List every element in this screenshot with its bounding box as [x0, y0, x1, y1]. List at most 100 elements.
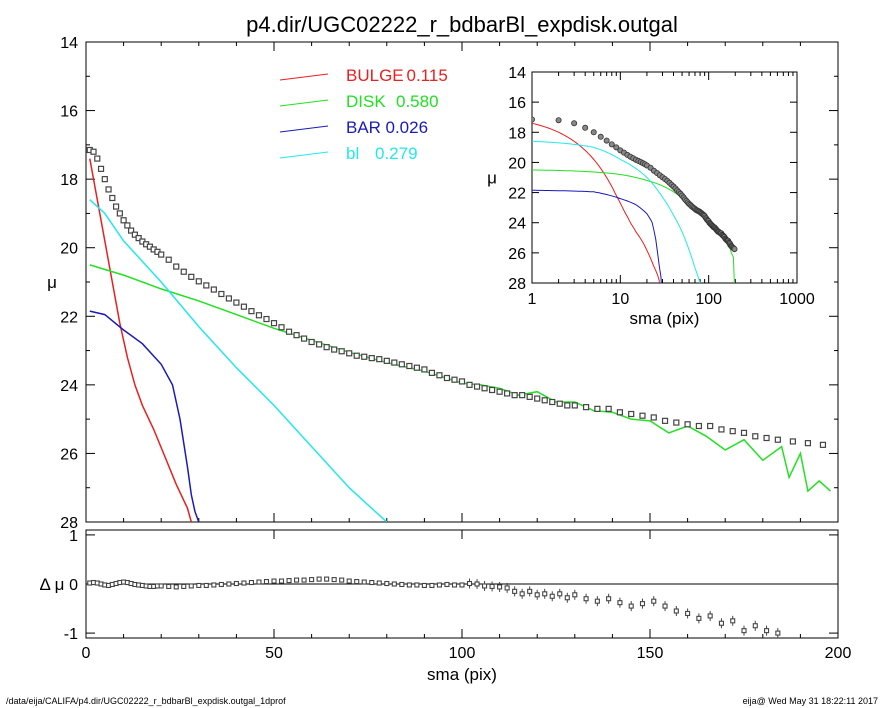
residual-point	[557, 591, 563, 597]
data-point	[293, 332, 300, 339]
inset-series-line-bl	[532, 140, 701, 283]
data-point	[549, 398, 556, 406]
y-tick-label: 28	[508, 276, 526, 293]
data-point	[116, 210, 123, 217]
data-point	[120, 217, 127, 224]
y-tick-label: 22	[60, 309, 78, 326]
inset-background	[472, 62, 817, 333]
data-point	[481, 385, 488, 392]
residual-point	[451, 582, 458, 588]
data-point	[511, 392, 518, 399]
data-point	[628, 410, 635, 418]
residual-point	[354, 578, 360, 585]
residual-point	[444, 581, 450, 588]
data-point	[346, 350, 353, 357]
residual-point	[324, 576, 330, 582]
data-point	[270, 320, 278, 327]
inset-data-point	[555, 117, 562, 124]
residual-point	[542, 591, 548, 597]
x-axis-label: sma (pix)	[427, 665, 497, 684]
residual-point	[429, 582, 435, 589]
data-point	[496, 388, 503, 395]
x-tick-label: 10	[611, 291, 629, 308]
residual-point	[421, 582, 427, 589]
residual-point	[662, 603, 668, 609]
inset-series-line-bulge	[532, 122, 660, 283]
y-tick-label: 18	[60, 172, 78, 189]
data-point	[616, 409, 624, 416]
data-point	[188, 273, 195, 280]
main-y-axis-label: μ	[47, 273, 57, 292]
data-point	[255, 312, 263, 319]
inset-data-point	[582, 124, 589, 131]
y-tick-label: 28	[60, 515, 78, 532]
data-point	[466, 381, 473, 388]
inset-x-axis-label: sma (pix)	[630, 309, 700, 328]
residual-point	[696, 615, 702, 621]
data-point	[128, 227, 135, 234]
residual-point	[775, 630, 781, 636]
residual-point	[673, 608, 679, 614]
data-point	[285, 328, 293, 335]
main-plot: 14 16 18 20 22 24 26 28 μ	[47, 35, 839, 532]
x-tick-label: 100	[695, 291, 722, 308]
residual-point	[466, 580, 473, 587]
data-point	[504, 390, 511, 397]
residual-point	[639, 601, 646, 607]
data-point	[564, 402, 571, 409]
data-point	[225, 295, 232, 302]
residual-point	[730, 618, 736, 624]
data-point	[571, 402, 578, 409]
data-point	[473, 383, 481, 390]
legend-label-bulge: BULGE	[346, 66, 404, 85]
y-tick-label: 26	[508, 246, 526, 263]
data-point	[94, 155, 101, 162]
residual-point	[173, 584, 179, 590]
residual-point	[294, 577, 300, 583]
data-point	[443, 374, 451, 382]
x-tick-label: 1000	[779, 291, 815, 308]
inset-data-point	[590, 129, 597, 136]
residual-point	[606, 596, 612, 602]
data-point	[308, 338, 315, 346]
data-point	[695, 422, 702, 430]
data-point	[582, 404, 590, 411]
residual-point	[572, 592, 578, 598]
data-point	[112, 203, 120, 210]
residual-point	[399, 581, 405, 588]
data-point	[594, 405, 601, 412]
y-tick-label: 18	[508, 125, 526, 142]
footer-path: /data/eija/CALIFA/p4.dir/UGC02222_r_bdba…	[6, 696, 286, 706]
legend-line-disk	[279, 99, 329, 107]
data-point	[248, 308, 255, 315]
data-point	[218, 290, 225, 298]
data-point	[173, 263, 180, 270]
residual-point	[361, 579, 367, 585]
data-point	[383, 357, 390, 364]
residual-point	[248, 579, 254, 586]
data-point	[331, 346, 338, 353]
data-point	[458, 378, 466, 385]
x-tick-label: 100	[449, 645, 476, 662]
data-point	[763, 434, 770, 442]
residual-point	[233, 580, 239, 587]
data-point	[101, 176, 108, 183]
data-point	[353, 352, 360, 359]
x-tick-label: 150	[637, 645, 664, 662]
inset-data-point	[608, 141, 615, 148]
residual-point	[301, 577, 307, 583]
residual-point	[651, 598, 657, 604]
residual-point	[316, 576, 322, 582]
residual-point	[436, 582, 442, 588]
main-plot-area	[86, 146, 832, 522]
residual-point	[339, 577, 345, 583]
data-point	[376, 356, 383, 363]
y-tick-label: 14	[508, 65, 526, 82]
residual-point	[376, 580, 382, 586]
residual-point	[286, 578, 292, 584]
y-tick-label: 16	[60, 104, 78, 121]
y-tick-label: 14	[60, 35, 78, 52]
data-point	[707, 422, 714, 430]
inset-data-point	[603, 137, 610, 144]
